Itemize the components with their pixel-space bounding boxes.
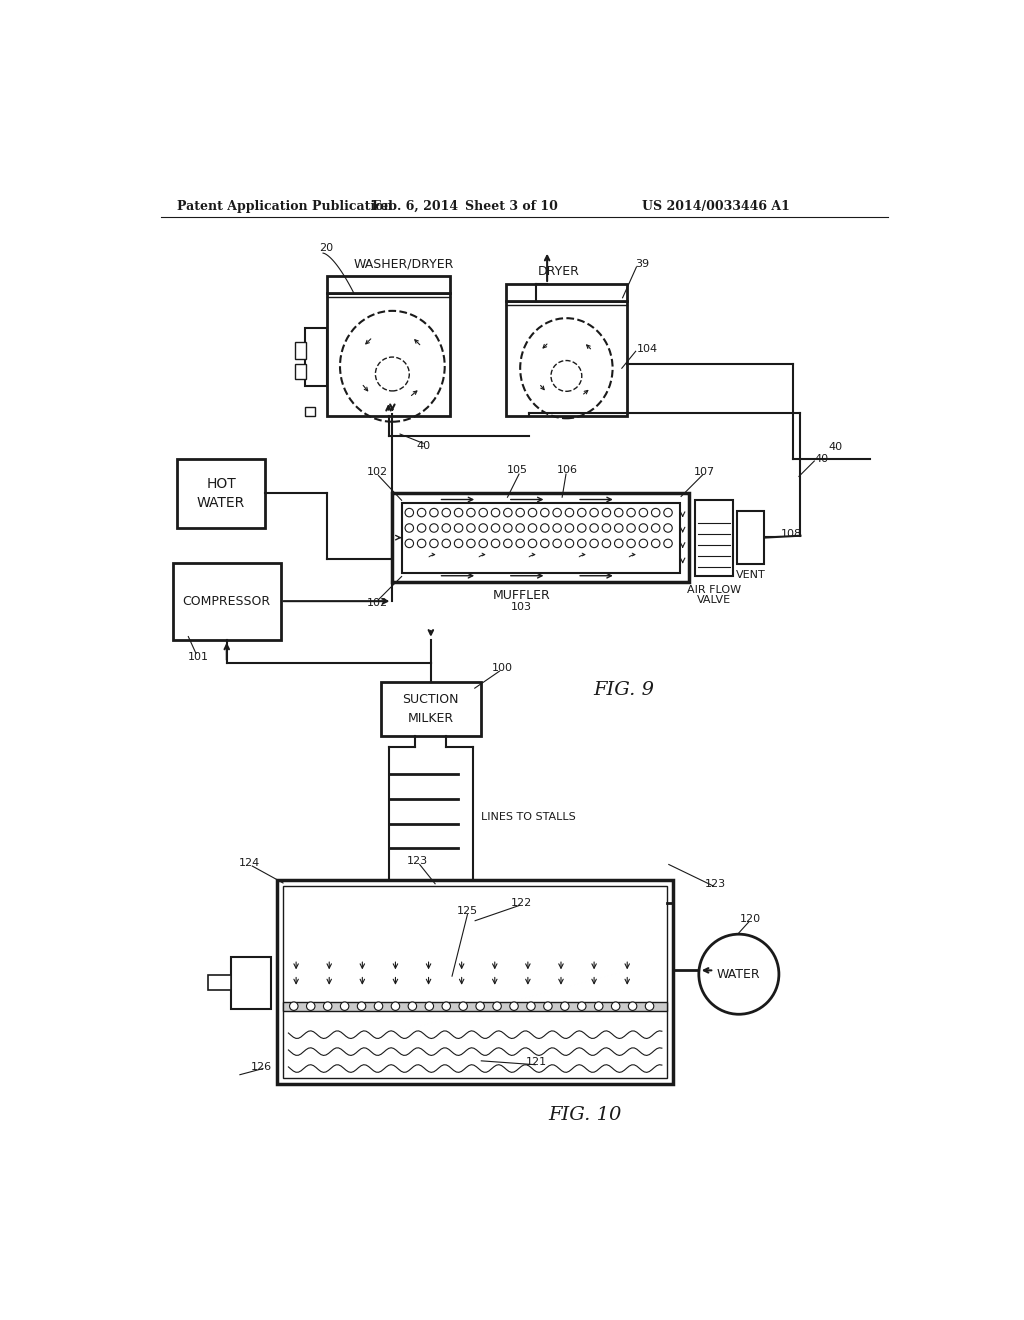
Text: AIR FLOW: AIR FLOW [687, 585, 741, 594]
Text: WASHER/DRYER: WASHER/DRYER [353, 257, 454, 271]
Text: 104: 104 [637, 345, 657, 354]
Circle shape [442, 1002, 451, 1010]
Circle shape [306, 1002, 315, 1010]
Circle shape [645, 1002, 653, 1010]
Circle shape [595, 1002, 603, 1010]
Text: US 2014/0033446 A1: US 2014/0033446 A1 [642, 199, 790, 213]
Circle shape [629, 1002, 637, 1010]
Circle shape [340, 1002, 349, 1010]
Text: FIG. 10: FIG. 10 [548, 1106, 622, 1123]
Circle shape [611, 1002, 620, 1010]
Circle shape [493, 1002, 502, 1010]
Text: 101: 101 [188, 652, 209, 661]
Text: 105: 105 [507, 465, 528, 475]
Bar [305, 407, 314, 416]
Text: 123: 123 [706, 879, 726, 888]
Text: 120: 120 [740, 913, 761, 924]
Text: 125: 125 [457, 906, 478, 916]
Bar [295, 342, 306, 359]
Text: HOT: HOT [206, 477, 236, 491]
Circle shape [578, 1002, 586, 1010]
Circle shape [560, 1002, 569, 1010]
Text: 100: 100 [492, 663, 513, 673]
Text: MILKER: MILKER [408, 711, 454, 725]
Text: 40: 40 [828, 442, 842, 453]
Text: MUFFLER: MUFFLER [493, 589, 550, 602]
Text: Feb. 6, 2014: Feb. 6, 2014 [373, 199, 459, 213]
Bar [283, 1002, 668, 1011]
Circle shape [357, 1002, 366, 1010]
Bar [276, 880, 674, 1084]
Text: VENT: VENT [736, 570, 766, 579]
Circle shape [476, 1002, 484, 1010]
Bar [173, 562, 281, 640]
Bar [392, 494, 689, 582]
Circle shape [526, 1002, 536, 1010]
Bar [401, 503, 680, 573]
Text: WATER: WATER [197, 495, 245, 510]
Circle shape [374, 1002, 383, 1010]
Text: 124: 124 [240, 858, 260, 869]
Text: 108: 108 [781, 529, 803, 539]
Bar [506, 301, 628, 416]
Circle shape [510, 1002, 518, 1010]
Circle shape [409, 1002, 417, 1010]
Circle shape [425, 1002, 433, 1010]
Text: DRYER: DRYER [538, 265, 580, 279]
Bar [230, 957, 270, 1008]
Circle shape [544, 1002, 552, 1010]
Text: Patent Application Publication: Patent Application Publication [177, 199, 392, 213]
Bar [381, 682, 481, 737]
Text: 40: 40 [814, 454, 828, 463]
Bar [283, 886, 668, 1077]
Text: WATER: WATER [717, 968, 761, 981]
Bar [177, 459, 265, 528]
Text: 103: 103 [511, 602, 531, 612]
Bar [327, 293, 451, 416]
Circle shape [324, 1002, 332, 1010]
Circle shape [698, 935, 779, 1014]
Text: VALVE: VALVE [697, 594, 731, 605]
Text: 121: 121 [526, 1057, 547, 1068]
Text: 102: 102 [367, 467, 387, 477]
Text: 20: 20 [319, 243, 334, 253]
Circle shape [459, 1002, 467, 1010]
Bar [695, 499, 733, 576]
Text: 122: 122 [511, 898, 531, 908]
Circle shape [290, 1002, 298, 1010]
Text: 39: 39 [635, 259, 649, 269]
Text: 102: 102 [367, 598, 387, 609]
Text: LINES TO STALLS: LINES TO STALLS [481, 812, 575, 822]
Circle shape [391, 1002, 399, 1010]
Bar [327, 276, 451, 293]
Bar [208, 975, 230, 990]
Text: 40: 40 [416, 441, 430, 451]
Text: SUCTION: SUCTION [402, 693, 459, 706]
Text: 107: 107 [693, 467, 715, 477]
Text: 123: 123 [407, 855, 428, 866]
Bar [295, 364, 306, 379]
Text: 106: 106 [557, 465, 578, 475]
Text: 126: 126 [251, 1063, 272, 1072]
Bar [737, 511, 764, 564]
Bar [506, 284, 628, 301]
Text: FIG. 9: FIG. 9 [593, 681, 654, 698]
Text: COMPRESSOR: COMPRESSOR [182, 594, 271, 607]
Bar [305, 327, 327, 385]
Text: Sheet 3 of 10: Sheet 3 of 10 [465, 199, 558, 213]
